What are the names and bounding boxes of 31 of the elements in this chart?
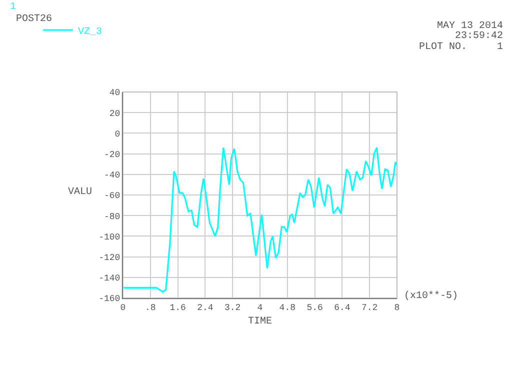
legend-label: VZ_3 xyxy=(78,26,102,38)
x-tick-label: 2.4 xyxy=(197,302,214,313)
x-tick-label: 3.2 xyxy=(224,302,241,313)
x-axis-title: TIME xyxy=(248,316,272,328)
text: PLOT NO. 1 xyxy=(419,42,504,53)
y-tick-label: -160 xyxy=(98,294,120,304)
y-tick-label: -60 xyxy=(104,191,120,202)
text: MAY 13 2014 xyxy=(437,21,504,32)
y-tick-label: -140 xyxy=(98,274,120,284)
text: 1 xyxy=(10,2,16,13)
y-tick-label: 0 xyxy=(114,129,120,140)
y-tick-label: 20 xyxy=(109,108,120,119)
y-tick-label: -40 xyxy=(104,170,120,181)
y-tick-label: 40 xyxy=(109,88,120,98)
text: POST26 xyxy=(16,14,52,25)
x-tick-label: 5.6 xyxy=(306,302,323,313)
x-tick-label: .8 xyxy=(144,302,156,313)
x-tick-label: 7.2 xyxy=(362,302,378,313)
x-tick-label: 4.8 xyxy=(279,302,296,313)
line-series xyxy=(123,146,397,293)
x-tick-label: 6.4 xyxy=(334,302,350,313)
x-tick-label: 1.6 xyxy=(170,302,186,313)
y-tick-label: -100 xyxy=(98,232,120,242)
x-tick-label: 8 xyxy=(394,302,400,313)
y-tick-label: -20 xyxy=(104,150,120,160)
y-axis-title: VALU xyxy=(68,187,92,198)
text: 23:59:42 xyxy=(455,31,504,42)
x-tick-label: 4 xyxy=(257,302,263,313)
y-tick-label: -120 xyxy=(98,252,120,263)
text: (x10**-5) xyxy=(404,290,458,302)
y-tick-label: -80 xyxy=(104,212,120,222)
